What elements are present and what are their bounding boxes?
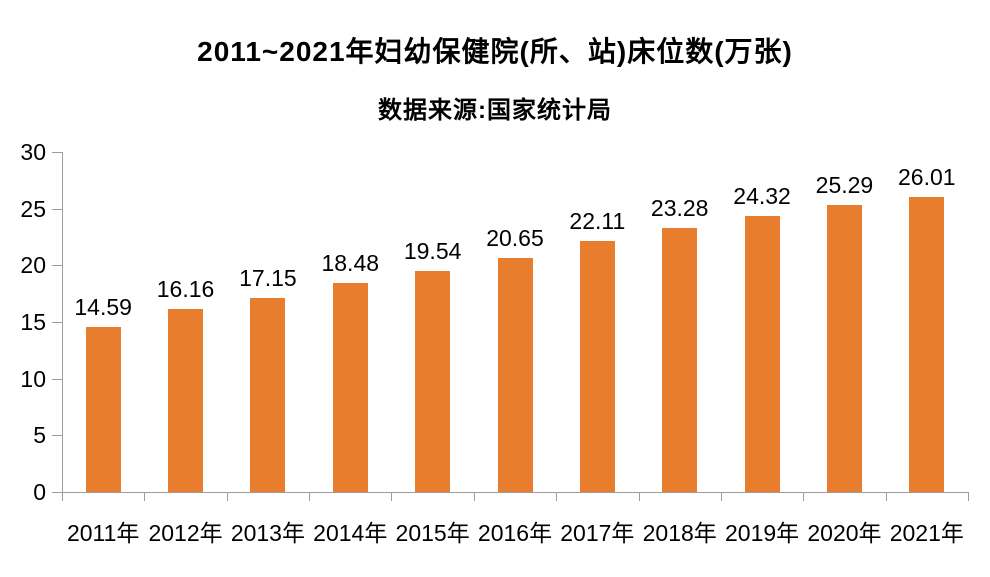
y-axis-tick: [52, 265, 62, 267]
bar: [662, 228, 698, 492]
x-axis-tick: [391, 493, 393, 501]
x-axis-category-label: 2012年: [148, 520, 223, 546]
y-axis-tick: [52, 208, 62, 210]
chart-subtitle: 数据来源:国家统计局: [378, 97, 612, 124]
bar: [332, 282, 368, 492]
bar: [497, 257, 533, 492]
x-axis-category-label: 2016年: [477, 520, 553, 546]
y-axis-tick-label: 5: [33, 422, 46, 449]
bar-value-label: 14.59: [74, 293, 132, 320]
x-axis-line: [62, 492, 969, 493]
x-axis-category-label: 2014年: [313, 520, 388, 546]
bar: [250, 297, 286, 492]
x-axis-tick: [638, 493, 640, 501]
y-axis-line: [62, 152, 63, 492]
y-axis-tick-label: 0: [33, 479, 46, 505]
bar-value-label: 19.54: [403, 237, 462, 264]
bar-value-label: 17.15: [239, 264, 297, 291]
x-axis-tick: [473, 493, 475, 501]
x-axis-tick: [144, 493, 146, 501]
x-axis-category-label: 2013年: [230, 520, 305, 546]
x-axis-category-label: 2015年: [395, 520, 470, 546]
x-axis-tick: [309, 493, 311, 501]
y-axis-tick: [52, 152, 62, 153]
y-axis-tick-label: 25: [20, 195, 46, 222]
bar: [909, 197, 945, 492]
y-axis-tick: [52, 378, 62, 380]
bar: [168, 308, 204, 492]
bar-value-label: 20.65: [486, 224, 544, 251]
y-axis-tick-label: 20: [20, 252, 46, 279]
y-axis-tick-label: 30: [20, 139, 46, 165]
bar-value-label: 24.32: [733, 183, 791, 210]
bar-value-label: 18.48: [321, 249, 380, 276]
x-axis-category-label: 2011年: [66, 520, 140, 546]
x-axis-tick: [556, 493, 558, 501]
bar: [744, 216, 780, 492]
x-axis-tick: [62, 493, 63, 501]
y-axis-tick: [52, 435, 62, 437]
bar-value-label: 26.01: [898, 164, 956, 191]
bar-value-label: 23.28: [650, 195, 709, 222]
x-axis-category-label: 2021年: [889, 520, 964, 546]
y-axis-tick: [52, 492, 62, 493]
x-axis-tick: [968, 493, 969, 501]
y-axis-tick-label: 15: [20, 309, 46, 335]
x-axis-tick: [803, 493, 805, 501]
x-axis-category-label: 2020年: [807, 520, 882, 546]
x-axis-category-label: 2018年: [642, 520, 717, 546]
y-axis-tick-label: 10: [20, 365, 46, 392]
bar-value-label: 16.16: [156, 275, 215, 302]
x-axis-category-label: 2019年: [725, 520, 800, 546]
bar-value-label: 25.29: [815, 172, 874, 199]
bar: [579, 241, 615, 492]
bar: [85, 326, 121, 492]
chart-title: 2011~2021年妇幼保健院(所、站)床位数(万张): [197, 36, 793, 67]
bar-value-label: 22.11: [569, 208, 626, 235]
y-axis-tick: [52, 322, 62, 323]
x-axis-tick: [720, 493, 722, 501]
x-axis-tick: [226, 493, 228, 501]
x-axis-tick: [885, 493, 887, 501]
bar: [826, 205, 862, 492]
x-axis-category-label: 2017年: [560, 520, 635, 546]
bar: [415, 270, 451, 492]
